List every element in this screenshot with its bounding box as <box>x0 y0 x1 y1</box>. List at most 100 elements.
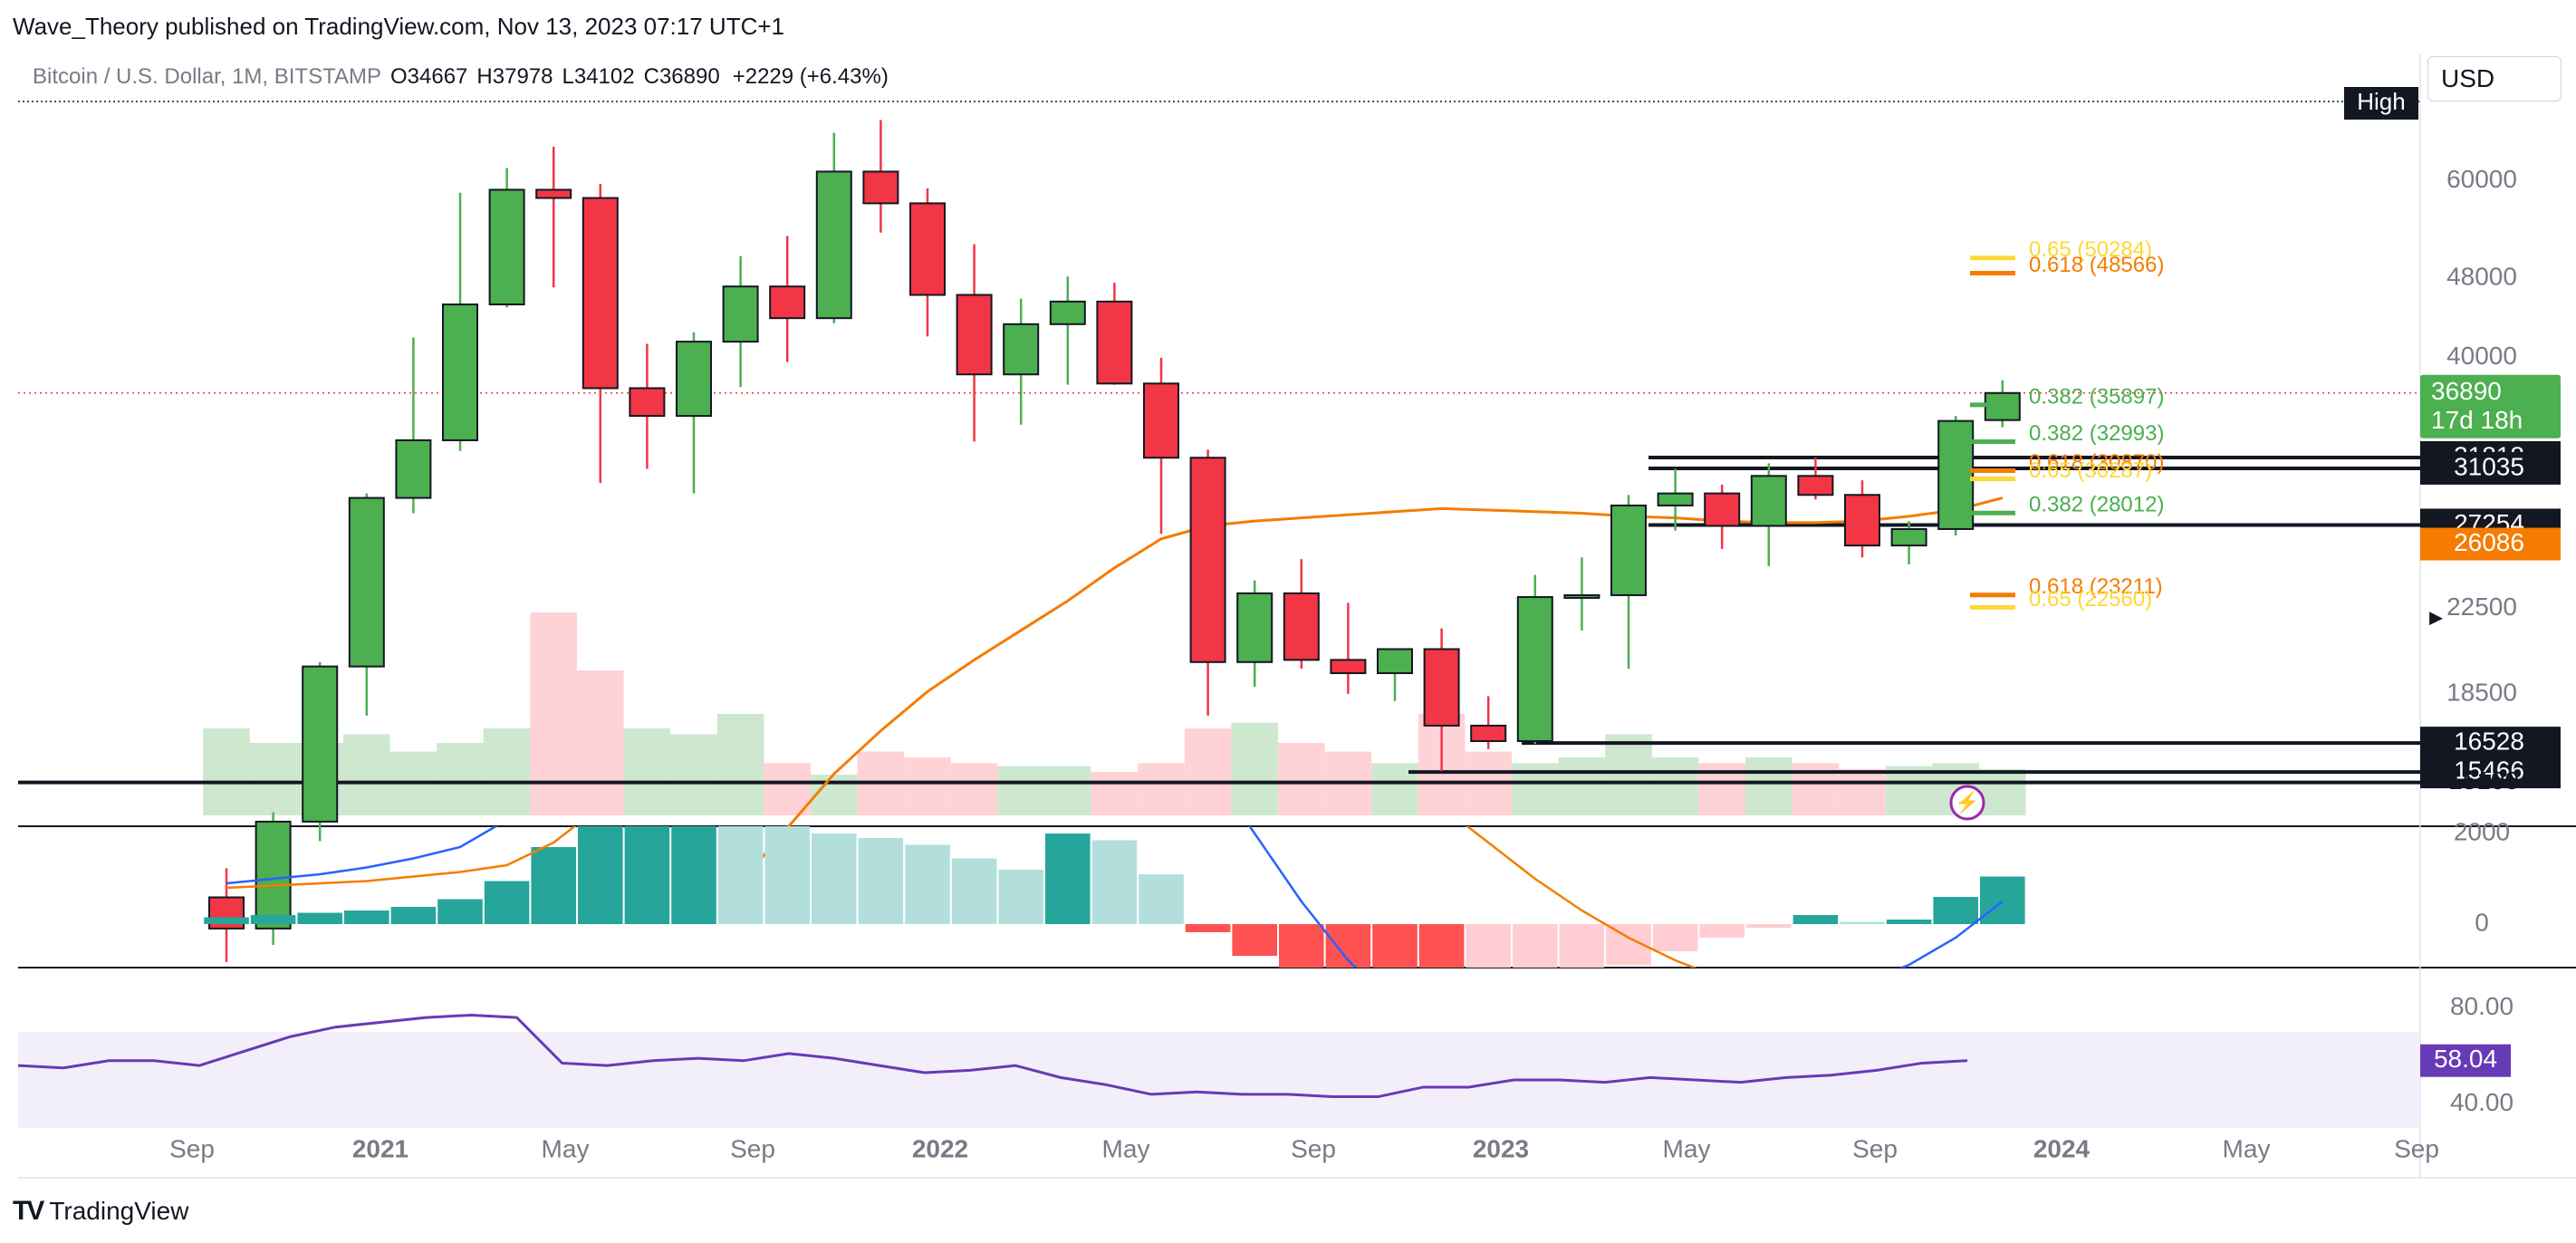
volume-bar <box>716 714 764 815</box>
time-axis-label: May <box>1102 1134 1150 1162</box>
macd-histogram-bar <box>905 844 950 924</box>
ma-price-label: 26086 <box>2454 528 2524 556</box>
volume-bar <box>1745 757 1793 815</box>
candle-body <box>676 341 712 418</box>
volume-bar <box>437 743 484 815</box>
time-axis-label: Sep <box>1852 1134 1898 1162</box>
macd-histogram-bar <box>1185 924 1231 932</box>
candle-body <box>956 294 993 376</box>
currency-button[interactable]: USD <box>2427 56 2562 101</box>
rsi-tick-label: 80.00 <box>2450 992 2514 1020</box>
candle-body <box>1750 475 1787 527</box>
candle-body <box>1423 648 1460 727</box>
time-axis-label: 2022 <box>912 1134 968 1162</box>
publisher-header: Wave_Theory published on TradingView.com… <box>13 13 784 40</box>
volume-bar <box>1558 757 1606 815</box>
volume-bar <box>764 763 811 815</box>
price-tick-label: 22500 <box>2446 593 2517 621</box>
time-axis-label: Sep <box>730 1134 775 1162</box>
rsi-line <box>17 1013 1968 1099</box>
brand-name: TradingView <box>49 1197 189 1225</box>
candle-body <box>1610 504 1647 596</box>
candle-body <box>1797 475 1834 496</box>
volume-bar <box>203 728 250 815</box>
fib-level-label: 0.382 (32993) <box>2029 421 2164 446</box>
volume-bar <box>1885 766 1933 815</box>
candle-body <box>722 285 759 343</box>
candle-body <box>1003 323 1040 376</box>
high-label: High <box>2357 88 2405 115</box>
candle-body <box>909 202 946 296</box>
fib-level-label: 0.618 (23211) <box>2029 574 2163 599</box>
candle-body <box>442 304 478 441</box>
volume-bar <box>950 763 998 815</box>
candle-body <box>1143 382 1179 459</box>
tradingview-brand[interactable]: TV TradingView <box>13 1196 188 1227</box>
macd-histogram-bar <box>250 915 296 924</box>
macd-histogram-bar <box>1139 874 1184 924</box>
price-tick-label: 48000 <box>2446 262 2517 290</box>
candle-body <box>1657 492 1694 506</box>
macd-histogram-bar <box>1091 840 1138 924</box>
time-axis-label: 2021 <box>352 1134 409 1162</box>
lightning-icon <box>1949 785 1985 821</box>
macd-histogram-bar <box>671 826 716 924</box>
macd-histogram-bar <box>390 907 437 924</box>
volume-bar <box>1605 734 1652 815</box>
candle-body <box>1096 300 1133 385</box>
macd-histogram-bar <box>531 847 576 924</box>
price-tick-label: 40000 <box>2446 342 2517 370</box>
lightning-glyph: ⚡ <box>1955 791 1979 814</box>
countdown-label: 17d 18h <box>2431 406 2523 434</box>
candle-body <box>1189 457 1226 663</box>
candle-body <box>1937 419 1975 530</box>
candle-body <box>1049 300 1086 325</box>
macd-histogram-bar <box>1980 876 2025 924</box>
volume-bar <box>1651 757 1699 815</box>
candle-body <box>1844 494 1880 547</box>
time-axis-label: Sep <box>1291 1134 1336 1162</box>
support-price-label: 15100 <box>2448 766 2519 795</box>
macd-histogram-bar <box>1559 924 1605 968</box>
macd-histogram-bar <box>1045 833 1091 924</box>
volume-bar <box>1184 728 1232 815</box>
time-axis-label: May <box>2223 1134 2271 1162</box>
candle-body <box>862 170 899 205</box>
macd-histogram-bar <box>344 911 389 924</box>
scroll-arrow-icon: ▸ <box>2429 602 2443 631</box>
macd-histogram-bar <box>1699 924 1745 938</box>
volume-bar <box>997 766 1044 815</box>
macd-histogram-bar <box>764 826 810 924</box>
rsi-value-box <box>2420 1044 2511 1077</box>
volume-bar <box>904 757 951 815</box>
symbol-legend: Bitcoin / U.S. Dollar, 1M, BITSTAMP O3466… <box>33 64 889 89</box>
macd-histogram-bar <box>1232 924 1277 956</box>
macd-tick-label: 2000 <box>2454 817 2510 845</box>
candle-body <box>1236 592 1274 663</box>
high-label-box <box>2344 87 2418 120</box>
fib-level-label: 0.618 (30870) <box>2029 450 2164 475</box>
volume-bar <box>483 728 531 815</box>
macd-histogram-bar <box>951 858 997 924</box>
volume-bar <box>670 734 717 815</box>
macd-histogram-bar <box>1418 924 1465 968</box>
macd-histogram-bar <box>297 912 342 924</box>
volume-bar <box>1044 766 1091 815</box>
fib-level-label: 0.382 (28012) <box>2029 493 2164 517</box>
volume-bar <box>1839 768 1886 815</box>
tradingview-logo-icon: TV <box>13 1196 44 1226</box>
fib-level-label: 0.382 (35897) <box>2029 384 2164 409</box>
rsi-tick-label: 40.00 <box>2450 1088 2514 1116</box>
volume-bar <box>577 670 624 815</box>
macd-signal-line <box>226 826 1697 968</box>
fib-level-label: 0.618 (48566) <box>2029 253 2164 277</box>
macd-histogram-bar <box>1746 924 1792 928</box>
volume-bar <box>1231 722 1278 815</box>
macd-histogram-bar <box>1652 924 1698 951</box>
current-price-label: 36890 <box>2431 377 2502 405</box>
candle-body <box>629 387 666 418</box>
time-axis-label: Sep <box>2394 1134 2439 1162</box>
rsi-band <box>18 1032 2420 1128</box>
fib-level-label: 0.65 (22560) <box>2029 587 2152 612</box>
